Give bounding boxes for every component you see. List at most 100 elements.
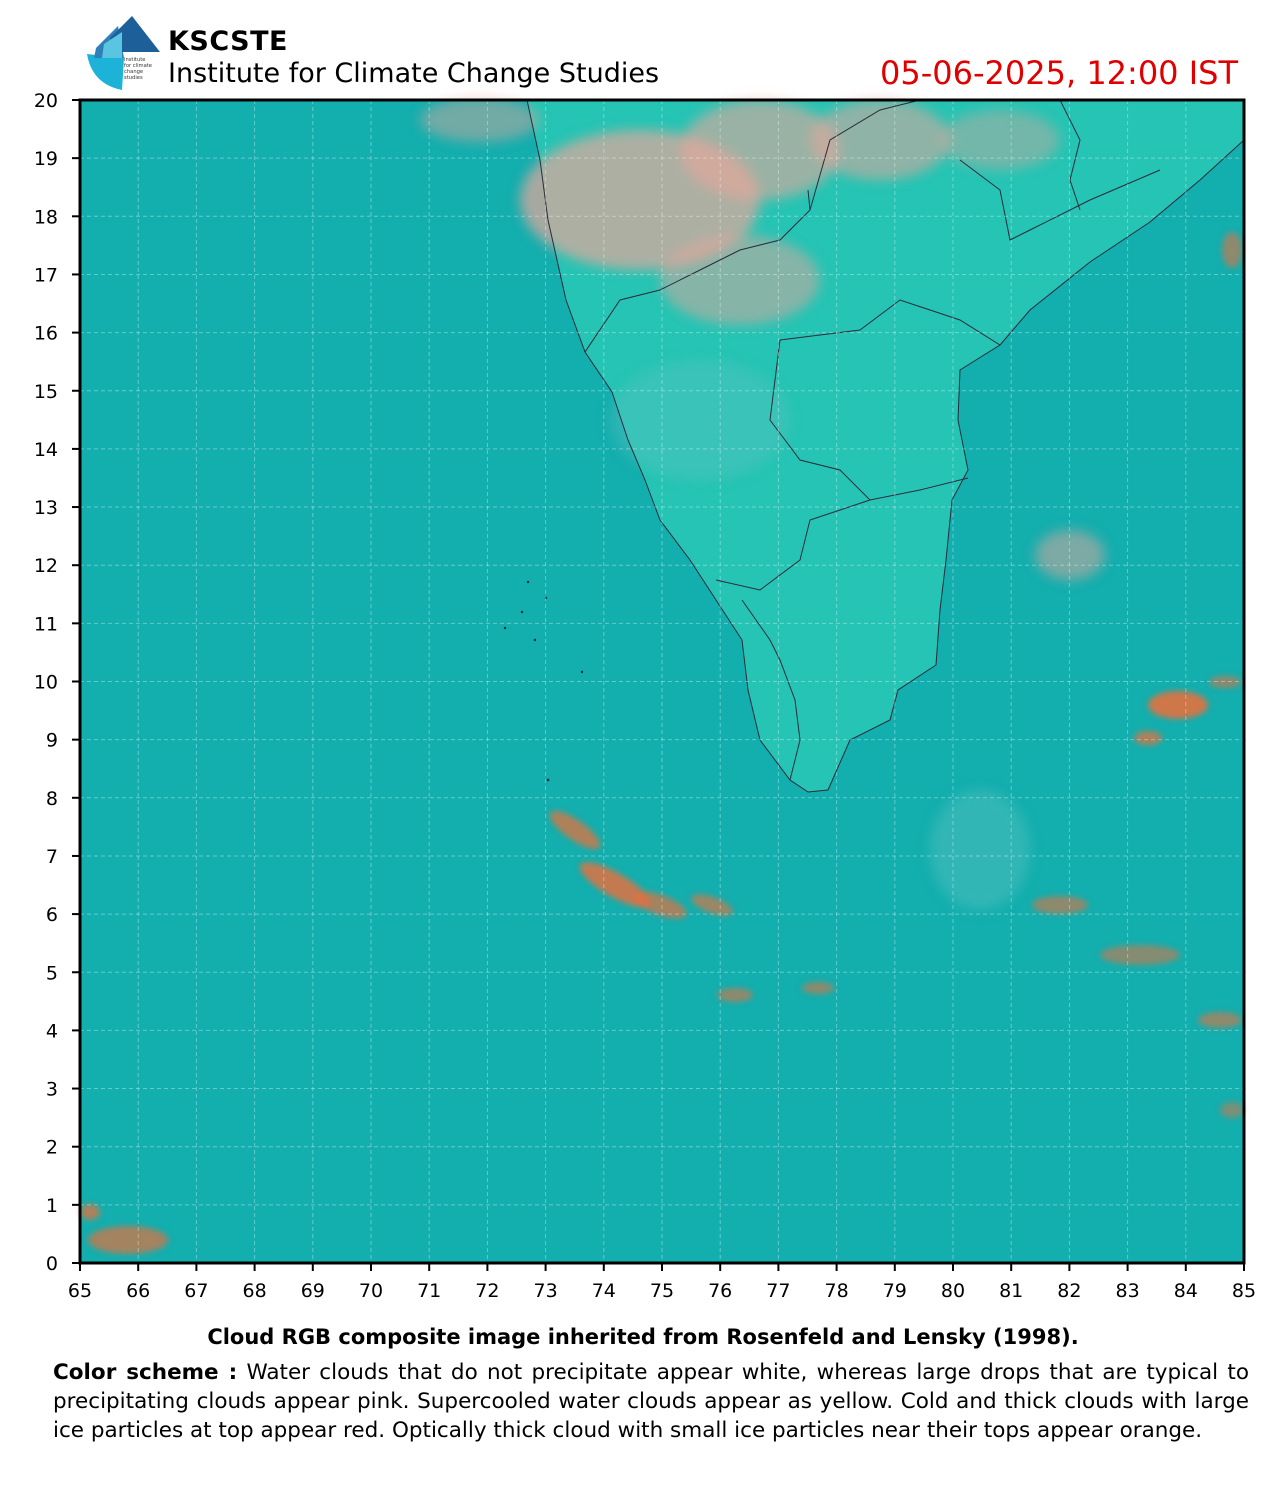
org-name: KSCSTE bbox=[168, 26, 288, 57]
island bbox=[544, 596, 548, 600]
cloud-orange-east-2 bbox=[1134, 731, 1162, 745]
x-tick-label: 73 bbox=[534, 1280, 558, 1302]
y-tick-label: 9 bbox=[46, 730, 58, 752]
border-andhra-north bbox=[959, 159, 1161, 241]
cloud-orange-east-5 bbox=[1100, 945, 1180, 965]
cloud-pink-bay bbox=[1035, 530, 1105, 580]
island bbox=[526, 580, 530, 584]
x-tick-label: 84 bbox=[1174, 1280, 1198, 1302]
cloud-pink-north bbox=[680, 100, 840, 200]
cloud-orange-bottom-left-2 bbox=[80, 1204, 100, 1220]
x-tick-label: 79 bbox=[883, 1280, 907, 1302]
cloud-faint-land bbox=[610, 360, 790, 480]
org-subtitle: Institute for Climate Change Studies bbox=[168, 58, 660, 89]
y-tick-label: 6 bbox=[46, 904, 58, 926]
y-tick-label: 17 bbox=[34, 264, 58, 286]
border-kerala-tamilnadu bbox=[741, 599, 801, 781]
cloud-layer bbox=[420, 98, 1105, 910]
cloud-orange-small-2 bbox=[802, 982, 834, 994]
x-tick-label: 74 bbox=[592, 1280, 616, 1302]
y-tick-label: 2 bbox=[46, 1137, 58, 1159]
cloud-orange-small-1 bbox=[717, 988, 753, 1002]
x-tick-label: 69 bbox=[301, 1280, 325, 1302]
x-tick-label: 83 bbox=[1116, 1280, 1140, 1302]
x-tick-label: 81 bbox=[999, 1280, 1023, 1302]
x-tick-label: 72 bbox=[475, 1280, 499, 1302]
island bbox=[520, 610, 524, 614]
y-tick-label: 19 bbox=[34, 148, 58, 170]
y-tick-label: 13 bbox=[34, 497, 58, 519]
cloud-pink-top-left bbox=[420, 98, 540, 142]
svg-text:for climate: for climate bbox=[124, 63, 152, 69]
x-tick-label: 68 bbox=[243, 1280, 267, 1302]
x-tick-label: 65 bbox=[68, 1280, 92, 1302]
x-tick-label: 71 bbox=[417, 1280, 441, 1302]
y-tick-label: 10 bbox=[34, 672, 58, 694]
cloud-orange-band-3 bbox=[633, 891, 687, 919]
island bbox=[546, 778, 550, 782]
x-tick-label: 76 bbox=[708, 1280, 732, 1302]
y-tick-label: 4 bbox=[46, 1020, 58, 1042]
y-tick-label: 1 bbox=[46, 1195, 58, 1217]
x-tick-label: 66 bbox=[126, 1280, 150, 1302]
grid-lines bbox=[79, 99, 1245, 1264]
lakshadweep-islands bbox=[503, 580, 584, 782]
y-tick-label: 20 bbox=[34, 90, 58, 112]
y-tick-label: 15 bbox=[34, 381, 58, 403]
y-tick-label: 18 bbox=[34, 206, 58, 228]
state-borders bbox=[526, 99, 1245, 793]
coastline-west bbox=[526, 99, 1245, 793]
cloud-orange-right-edge-2 bbox=[1220, 1102, 1244, 1118]
cloud-pink-top-east bbox=[940, 110, 1060, 170]
svg-text:studies: studies bbox=[124, 75, 143, 81]
x-axis: 65 66 67 68 69 70 71 72 73 74 75 76 77 78 79 80 81 82 83 84… bbox=[68, 1263, 1256, 1302]
cloud-faint-east bbox=[930, 790, 1030, 910]
x-tick-label: 85 bbox=[1232, 1280, 1256, 1302]
border-karnataka-andhra bbox=[769, 339, 969, 501]
satellite-map: 65 66 67 68 69 70 71 72 73 74 75 76 77 78 79 80 81 82 83 84… bbox=[34, 90, 1256, 1302]
cloud-orange-band-2 bbox=[579, 862, 651, 908]
cloud-orange-right-edge bbox=[1222, 232, 1242, 268]
x-tick-label: 82 bbox=[1057, 1280, 1081, 1302]
y-tick-label: 0 bbox=[46, 1253, 58, 1275]
cloud-orange-east-6 bbox=[1198, 1012, 1242, 1028]
y-tick-label: 11 bbox=[34, 613, 58, 635]
x-tick-label: 78 bbox=[825, 1280, 849, 1302]
cloud-orange-east-4 bbox=[1032, 896, 1088, 914]
cloud-pink-deccan bbox=[660, 235, 820, 325]
island bbox=[533, 638, 537, 642]
border-deccan bbox=[779, 299, 1001, 346]
x-tick-label: 75 bbox=[650, 1280, 674, 1302]
cloud-pink-northeast bbox=[810, 100, 950, 180]
x-tick-label: 77 bbox=[766, 1280, 790, 1302]
y-tick-label: 12 bbox=[34, 555, 58, 577]
y-tick-label: 7 bbox=[46, 846, 58, 868]
y-tick-label: 14 bbox=[34, 439, 58, 461]
y-tick-label: 8 bbox=[46, 788, 58, 810]
cloud-orange-bottom-left bbox=[88, 1226, 168, 1254]
border-north-extra bbox=[1059, 99, 1081, 211]
timestamp: 05-06-2025, 12:00 IST bbox=[880, 54, 1238, 92]
island bbox=[503, 626, 507, 630]
x-tick-label: 67 bbox=[184, 1280, 208, 1302]
legend-label: Color scheme : bbox=[53, 1360, 238, 1385]
legend-text: Water clouds that do not precipitate app… bbox=[53, 1360, 1249, 1443]
cloud-orange-layer bbox=[80, 232, 1244, 1254]
y-tick-label: 16 bbox=[34, 323, 58, 345]
y-tick-label: 5 bbox=[46, 962, 58, 984]
cloud-orange-east-3 bbox=[1209, 676, 1241, 688]
x-tick-label: 70 bbox=[359, 1280, 383, 1302]
island bbox=[580, 670, 584, 674]
caption: Cloud RGB composite image inherited from… bbox=[207, 1325, 1079, 1349]
cloud-orange-band-4 bbox=[691, 894, 733, 916]
cloud-orange-band-1 bbox=[549, 810, 601, 850]
color-scheme-legend: Color scheme : Water clouds that do not … bbox=[53, 1358, 1249, 1445]
border-telangana bbox=[809, 99, 921, 211]
svg-text:change: change bbox=[124, 69, 143, 75]
kscste-logo: institute for climate change studies bbox=[87, 16, 160, 90]
border-goa-karnataka bbox=[584, 189, 811, 353]
border-karnataka-tamilnadu bbox=[715, 499, 871, 591]
y-tick-label: 3 bbox=[46, 1079, 58, 1101]
x-tick-label: 80 bbox=[941, 1280, 965, 1302]
